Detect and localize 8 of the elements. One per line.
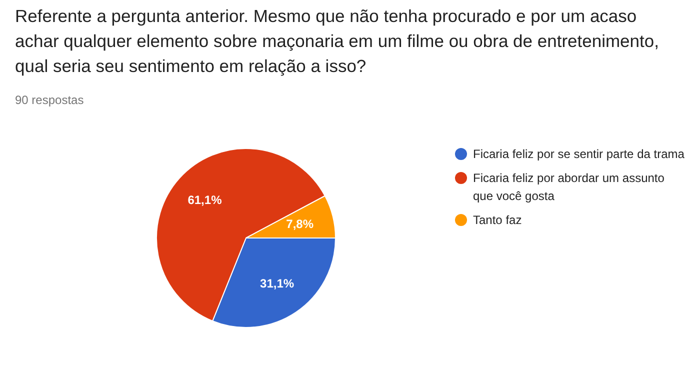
legend-label: Ficaria feliz por se sentir parte da trama <box>473 146 684 163</box>
data-label: 61,1% <box>188 193 222 208</box>
chart-title: Referente a pergunta anterior. Mesmo que não tenha procurado e por um acaso achar qualquer elemento sobre maçonaria em um filme ou obra de entretenimento, qual seria seu sentimento em relação a isso? <box>15 5 660 78</box>
legend-label: Tanto faz <box>473 212 522 229</box>
data-label: 7,8% <box>286 216 314 231</box>
text: 90 respostas <box>15 93 84 107</box>
data-label: 31,1% <box>260 276 294 290</box>
legend-label: Ficaria feliz por abordar um assunto que você gosta <box>473 170 666 205</box>
